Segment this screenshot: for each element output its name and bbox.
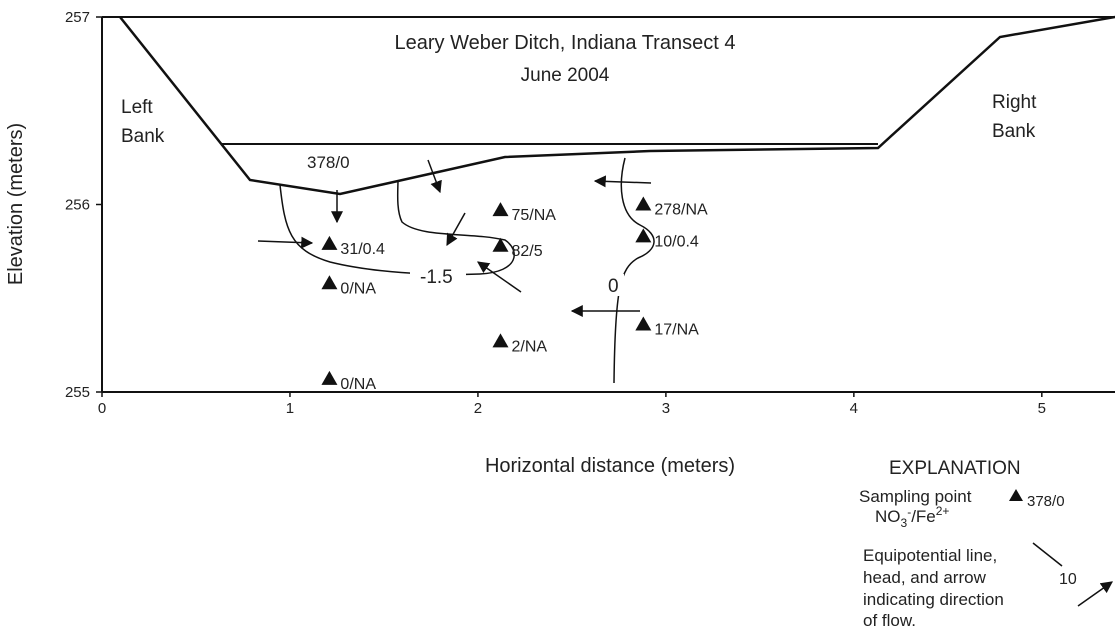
annotation: Left <box>121 97 153 118</box>
legend: EXPLANATION Sampling point 378/0 NO3-/Fe… <box>859 458 1113 630</box>
legend-text: head, and arrow <box>863 568 987 587</box>
point-label: 10/0.4 <box>654 233 699 250</box>
x-tick-label: 5 <box>1038 400 1046 417</box>
sample-point <box>635 316 652 331</box>
chart-title: Leary Weber Ditch, Indiana Transect 4 <box>395 32 736 54</box>
x-tick-label: 3 <box>662 400 670 417</box>
x-tick-label: 2 <box>474 400 482 417</box>
annotation: Bank <box>121 126 165 147</box>
annotation: Bank <box>992 121 1036 142</box>
sample-point <box>321 370 338 385</box>
sample-point <box>321 275 338 290</box>
sample-point <box>492 237 509 252</box>
contour-label: -1.5 <box>420 267 453 288</box>
channel-bed <box>119 15 1115 196</box>
point-label: 75/NA <box>511 207 556 224</box>
y-tick-label: 257 <box>65 9 90 26</box>
point-label: 17/NA <box>654 322 699 339</box>
chem-text: - <box>907 505 911 519</box>
x-tick-label: 4 <box>850 400 858 417</box>
sample-point <box>635 228 652 243</box>
chem-text: 3 <box>901 516 908 530</box>
equipotential-line <box>279 179 515 276</box>
point-label: 278/NA <box>654 202 708 219</box>
flow-arrow <box>427 159 442 194</box>
x-tick-label: 0 <box>98 400 106 417</box>
legend-text: NO3-/Fe2+ <box>875 504 949 530</box>
annotation: 378/0 <box>307 153 350 172</box>
legend-text: 378/0 <box>1027 493 1065 510</box>
label-knockout <box>606 274 624 296</box>
flow-arrow <box>257 236 314 249</box>
legend-line <box>1032 542 1063 567</box>
legend-text: Sampling point <box>859 487 972 506</box>
chem-text: /Fe <box>911 507 936 526</box>
flow-arrow <box>446 212 466 247</box>
legend-text: of flow. <box>863 611 916 630</box>
point-label: 2/NA <box>511 338 547 355</box>
chem-text: 2+ <box>936 504 950 518</box>
x-tick-label: 1 <box>286 400 294 417</box>
y-axis-label: Elevation (meters) <box>5 123 27 285</box>
equipotential-line <box>613 157 655 384</box>
y-tick-label: 255 <box>65 384 90 401</box>
sample-point <box>635 196 652 211</box>
legend-text: Equipotential line, <box>863 546 997 565</box>
point-label: 82/5 <box>511 243 542 260</box>
point-label: 0/NA <box>340 280 376 297</box>
annotation: Right <box>992 92 1037 113</box>
point-label: 0/NA <box>340 376 376 393</box>
flow-arrow <box>593 175 652 188</box>
sample-point <box>492 202 509 217</box>
y-tick-label: 256 <box>65 197 90 214</box>
legend-title: EXPLANATION <box>889 458 1021 479</box>
legend-marker <box>1009 489 1023 501</box>
x-axis-label: Horizontal distance (meters) <box>485 455 735 477</box>
legend-text: indicating direction <box>863 590 1004 609</box>
sample-point <box>321 235 338 250</box>
label-knockout <box>410 265 466 287</box>
legend-arrow <box>1077 581 1113 607</box>
chem-text: NO <box>875 507 901 526</box>
flow-arrow <box>477 261 522 293</box>
chart-subtitle: June 2004 <box>521 65 610 86</box>
flow-arrows <box>257 159 652 317</box>
point-label: 31/0.4 <box>340 241 385 258</box>
sample-point <box>492 333 509 348</box>
legend-text: 10 <box>1059 571 1077 588</box>
contour-label: 0 <box>608 276 619 297</box>
